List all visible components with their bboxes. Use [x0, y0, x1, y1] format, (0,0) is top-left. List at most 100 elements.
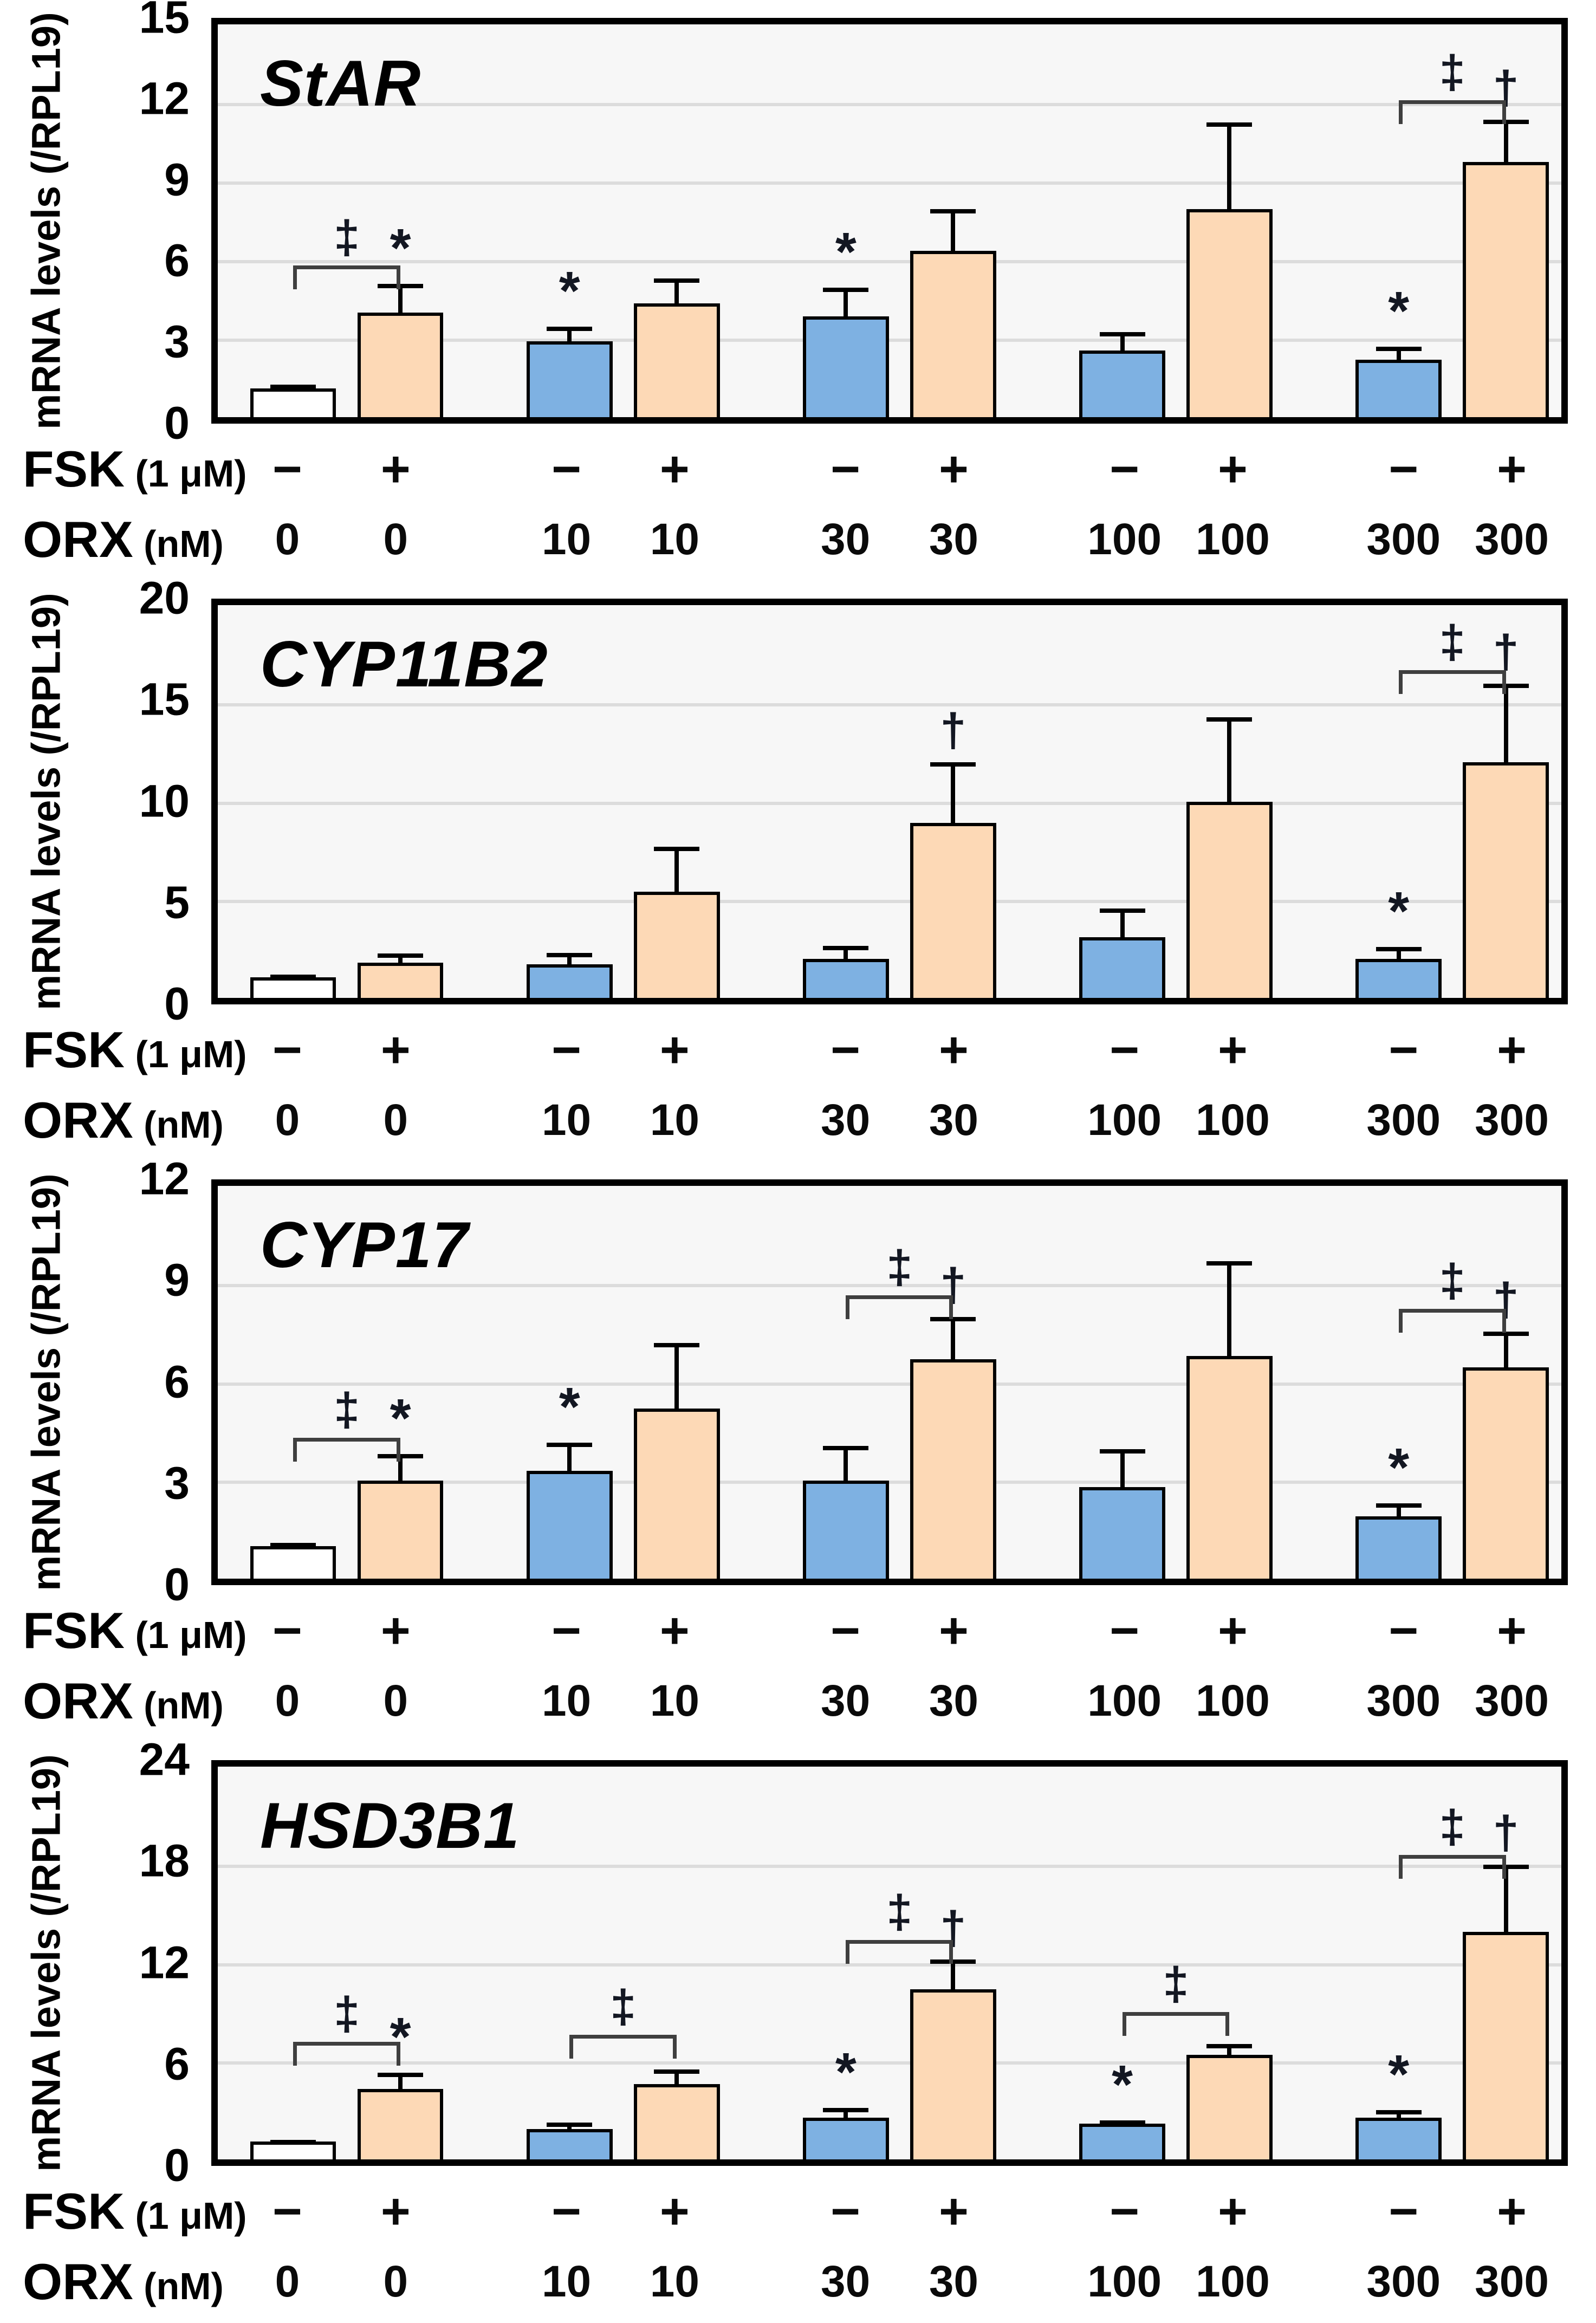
fsk-condition-value: −: [552, 2183, 581, 2240]
fsk-condition-value: +: [659, 2183, 690, 2240]
orx-dose-value: 30: [929, 515, 979, 564]
bar-orx300-fsk-plus: [1463, 1932, 1549, 2159]
orx-dose-value: 30: [821, 2257, 871, 2306]
fsk-condition-value: −: [552, 440, 581, 497]
orx-row-label: ORX (nM): [23, 2249, 224, 2314]
orx-dose-value: 10: [650, 2257, 699, 2306]
error-bar-cap: [823, 945, 869, 950]
y-tick-label: 24: [139, 1734, 190, 1785]
orx-dose-value: 100: [1087, 1095, 1162, 1145]
asterisk-mark: *: [1388, 1437, 1410, 1498]
error-bar-cap: [1206, 1261, 1253, 1266]
error-bar-cap: [1099, 1449, 1145, 1454]
fsk-condition-value: +: [1497, 1602, 1527, 1659]
error-bar: [1206, 1261, 1253, 1357]
plot-area: StAR * ‡ * * * † ‡: [211, 18, 1568, 424]
bar-orx30-fsk-plus: [910, 251, 996, 417]
orx-dose-value: 10: [541, 2257, 592, 2306]
plot-area: HSD3B1 * ‡ ‡ * † ‡ * ‡ * † ‡: [211, 1760, 1568, 2166]
y-tick-label: 12: [139, 73, 190, 124]
orx-row-label-unit: (nM): [133, 2265, 224, 2307]
fsk-row-label-text: FSK: [23, 440, 125, 497]
dagger-mark: †: [1493, 1273, 1519, 1326]
orx-dose-value: 300: [1475, 2257, 1549, 2306]
fsk-condition-value: +: [659, 1021, 690, 1078]
orx-dose-value: 10: [650, 1676, 699, 1725]
fsk-condition-value: +: [659, 1602, 690, 1659]
bar-orx30-fsk-plus: [910, 823, 996, 998]
error-bar: [654, 278, 700, 303]
significance-bracket: ‡: [1398, 1257, 1506, 1333]
fsk-condition-value: +: [1218, 1602, 1248, 1659]
plot-area: CYP17 * ‡ * † ‡ * † ‡: [211, 1179, 1568, 1585]
double-dagger-mark: ‡: [1439, 615, 1465, 668]
gridline: [218, 1382, 1561, 1386]
chart-title: StAR: [260, 47, 421, 120]
chart-panel-cyp17: mRNA levels (/RPL19) 0 3 6 9 12 CYP17 * ‡ * † ‡ * † ‡ −…: [0, 1156, 1596, 1742]
y-tick-label: 3: [164, 316, 190, 367]
orx-row-label: ORX (nM): [23, 1088, 224, 1153]
significance-bracket: ‡: [1398, 1803, 1506, 1879]
error-bar: [547, 1443, 593, 1471]
bar-orx0-fsk-minus: [250, 1546, 336, 1579]
error-bar-cap: [1483, 1331, 1529, 1336]
asterisk-mark: *: [835, 2041, 857, 2103]
y-axis-ticks: 0 6 12 18 24: [54, 1736, 190, 2188]
orx-dose-value: 10: [650, 515, 699, 564]
fsk-condition-value: −: [552, 1021, 581, 1078]
orx-dose-value: 100: [1087, 2257, 1162, 2306]
error-bar: [378, 1454, 424, 1481]
error-bar-cap: [378, 1454, 424, 1459]
error-bar: [1206, 717, 1253, 802]
gridline: [218, 339, 1561, 342]
error-bar-cap: [270, 384, 316, 389]
fsk-condition-value: −: [1110, 2183, 1140, 2240]
orx-row-label-unit: (nM): [133, 523, 224, 565]
error-bar: [1206, 2044, 1253, 2055]
error-bar-cap: [378, 953, 424, 958]
error-bar: [930, 762, 976, 823]
orx-dose-value: 30: [929, 1676, 979, 1725]
error-bar-cap: [1483, 1865, 1529, 1870]
error-bar-cap: [1099, 909, 1145, 913]
fsk-row-label-unit: (1 μM): [125, 452, 247, 495]
bar-orx0-fsk-plus: [357, 312, 444, 417]
fsk-condition-value: −: [1110, 1602, 1140, 1659]
orx-row-label-text: ORX: [23, 1672, 133, 1729]
fsk-condition-value: −: [273, 440, 302, 497]
bar-orx10-fsk-minus: [526, 2129, 613, 2159]
fsk-condition-value: −: [831, 2183, 861, 2240]
error-bar-cap: [1099, 332, 1145, 336]
y-tick-label: 9: [164, 1254, 190, 1306]
bar-orx100-fsk-plus: [1186, 209, 1273, 417]
y-tick-label: 15: [139, 673, 190, 725]
double-dagger-mark: ‡: [1439, 1801, 1465, 1853]
gridline: [218, 1865, 1561, 1868]
fsk-condition-value: +: [1218, 1021, 1248, 1078]
orx-row-label-unit: (nM): [133, 1684, 224, 1727]
significance-bracket: ‡: [293, 1386, 401, 1462]
fsk-row-label: FSK (1 μM): [23, 1598, 247, 1663]
y-axis-ticks: 0 3 6 9 12 15: [54, 0, 190, 445]
orx-dose-value: 0: [275, 2257, 300, 2306]
double-dagger-mark: ‡: [1439, 1254, 1465, 1307]
y-tick-label: 6: [164, 235, 190, 286]
gridline: [218, 181, 1561, 185]
bar-orx30-fsk-minus: [803, 1480, 889, 1579]
double-dagger-mark: ‡: [334, 1987, 360, 2040]
bar-orx30-fsk-plus: [910, 1359, 996, 1579]
fsk-condition-value: +: [1497, 1021, 1527, 1078]
orx-row: 0 0 10 10 30 30 100 100 300 300: [211, 2249, 1568, 2314]
significance-bracket: ‡: [293, 214, 401, 289]
orx-dose-value: 300: [1475, 1095, 1549, 1145]
gridline: [218, 260, 1561, 263]
orx-dose-value: 0: [275, 1095, 300, 1145]
orx-row-label-text: ORX: [23, 2253, 133, 2310]
orx-dose-value: 300: [1366, 1095, 1441, 1145]
fsk-condition-value: −: [831, 1602, 861, 1659]
orx-row: 0 0 10 10 30 30 100 100 300 300: [211, 507, 1568, 572]
fsk-condition-value: −: [1389, 1602, 1419, 1659]
fsk-row-label-unit: (1 μM): [125, 2195, 247, 2237]
bar-orx10-fsk-minus: [526, 1470, 613, 1579]
error-bar: [930, 209, 976, 251]
